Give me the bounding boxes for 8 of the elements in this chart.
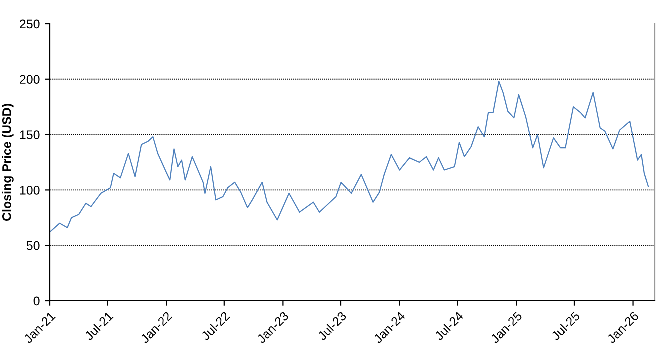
y-axis-title: Closing Price (USD) xyxy=(2,104,14,222)
y-tick-label: 100 xyxy=(20,186,40,195)
y-tick-label: 150 xyxy=(20,130,40,140)
y-tick-label: 250 xyxy=(20,20,40,29)
y-tick-label: 200 xyxy=(20,75,40,84)
y-tick-label: 50 xyxy=(26,241,40,250)
line-series xyxy=(50,81,650,233)
y-tick-label: 0 xyxy=(34,296,40,306)
